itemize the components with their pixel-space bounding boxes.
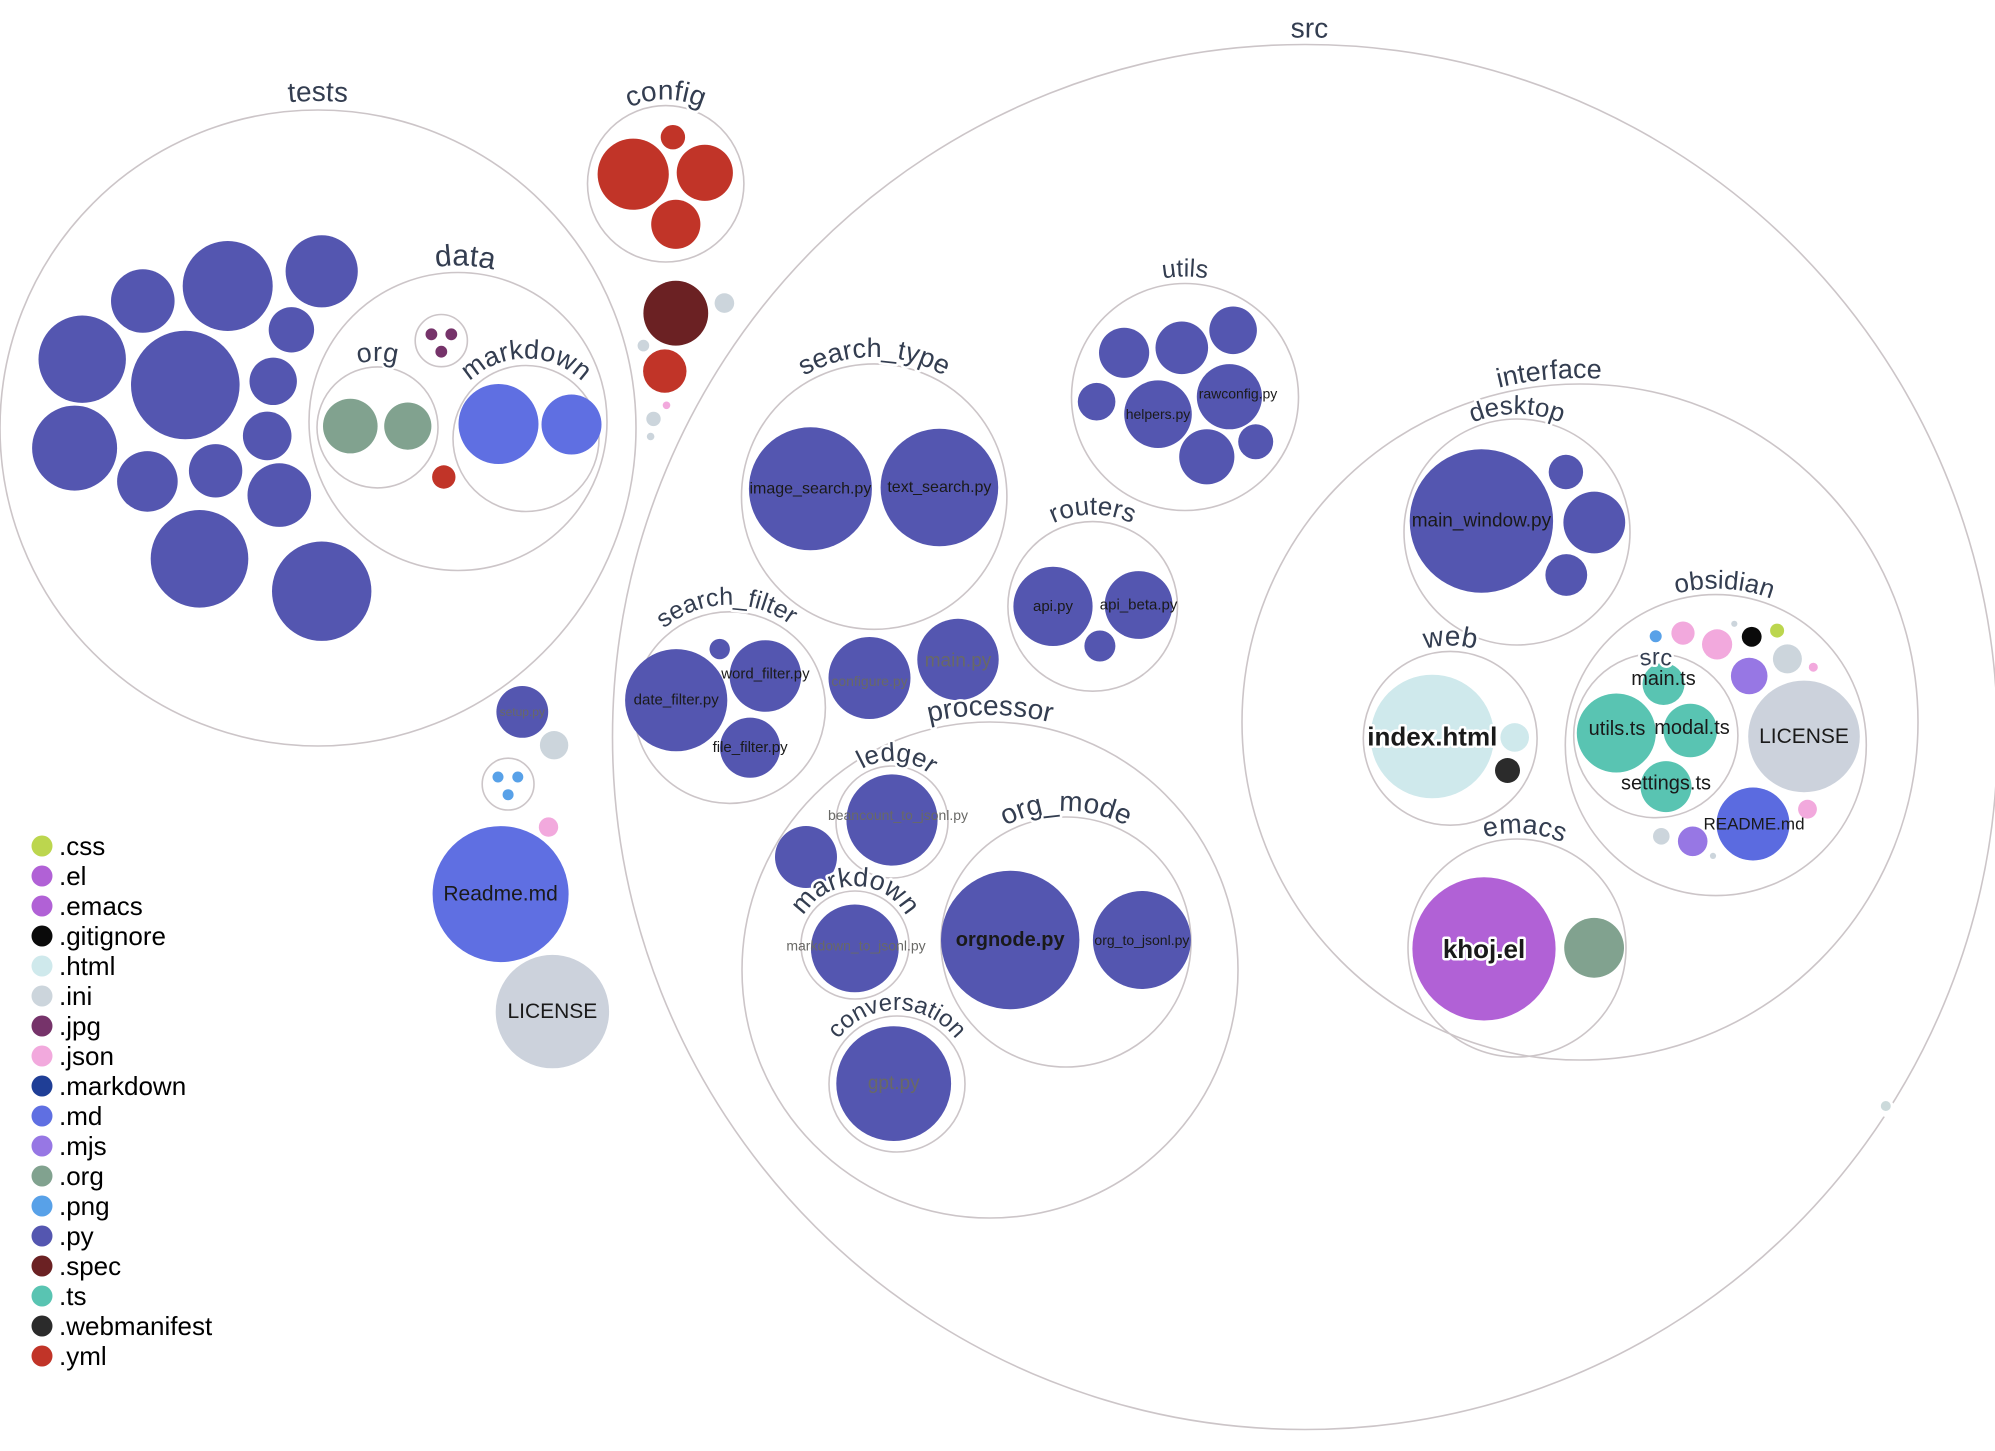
svg-text:.el: .el xyxy=(59,861,86,891)
svg-text:obsidian: obsidian xyxy=(1671,564,1779,604)
svg-text:.png: .png xyxy=(59,1191,110,1221)
svg-text:orgnode.py: orgnode.py xyxy=(956,929,1066,951)
svg-text:web: web xyxy=(1420,620,1481,654)
svg-text:beancount_to_jsonl.py: beancount_to_jsonl.py xyxy=(828,807,968,823)
svg-text:interface: interface xyxy=(1493,354,1602,394)
svg-text:text_search.py: text_search.py xyxy=(887,479,991,496)
svg-text:markdown_to_jsonl.py: markdown_to_jsonl.py xyxy=(786,938,925,954)
svg-text:image_search.py: image_search.py xyxy=(749,480,871,497)
svg-text:markdown: markdown xyxy=(455,334,598,386)
svg-text:.py: .py xyxy=(59,1221,94,1251)
svg-text:LICENSE: LICENSE xyxy=(507,1000,597,1023)
svg-text:tests: tests xyxy=(287,76,350,108)
svg-text:.css: .css xyxy=(59,831,105,861)
svg-text:main.ts: main.ts xyxy=(1631,668,1695,690)
svg-text:setup.py: setup.py xyxy=(500,705,545,719)
svg-text:main.py: main.py xyxy=(925,651,992,672)
svg-text:routers: routers xyxy=(1044,490,1140,528)
svg-text:configure.py: configure.py xyxy=(831,673,907,689)
svg-text:settings.ts: settings.ts xyxy=(1621,773,1711,795)
svg-text:utils: utils xyxy=(1160,254,1210,284)
svg-text:helpers.py: helpers.py xyxy=(1126,406,1191,422)
svg-text:ledger: ledger xyxy=(851,737,944,780)
svg-text:api_beta.py: api_beta.py xyxy=(1100,597,1178,614)
svg-text:.jpg: .jpg xyxy=(59,1011,101,1041)
svg-text:data: data xyxy=(433,239,498,276)
svg-text:api.py: api.py xyxy=(1033,598,1074,615)
svg-text:src: src xyxy=(1291,12,1329,43)
svg-text:gpt.py: gpt.py xyxy=(868,1073,920,1094)
svg-text:src: src xyxy=(1638,643,1674,670)
svg-text:.yml: .yml xyxy=(59,1341,107,1371)
svg-text:.org: .org xyxy=(59,1161,104,1191)
svg-text:config: config xyxy=(621,75,711,114)
svg-text:LICENSE: LICENSE xyxy=(1759,725,1849,748)
svg-text:Readme.md: Readme.md xyxy=(443,883,557,906)
svg-text:README.md: README.md xyxy=(1703,815,1804,834)
svg-text:.spec: .spec xyxy=(59,1251,121,1281)
svg-text:khoj.el: khoj.el xyxy=(1443,934,1525,964)
svg-text:date_filter.py: date_filter.py xyxy=(634,692,720,709)
svg-text:main_window.py: main_window.py xyxy=(1412,511,1552,532)
svg-text:org: org xyxy=(354,337,401,369)
svg-text:org_to_jsonl.py: org_to_jsonl.py xyxy=(1094,932,1189,948)
svg-text:.markdown: .markdown xyxy=(59,1071,186,1101)
svg-text:.ts: .ts xyxy=(59,1281,86,1311)
svg-text:.md: .md xyxy=(59,1101,102,1131)
svg-text:.json: .json xyxy=(59,1041,114,1071)
svg-text:search_type: search_type xyxy=(793,333,956,381)
svg-text:org_mode: org_mode xyxy=(995,786,1137,831)
svg-text:.webmanifest: .webmanifest xyxy=(59,1311,213,1341)
svg-text:index.html: index.html xyxy=(1367,722,1497,752)
svg-text:utils.ts: utils.ts xyxy=(1589,718,1646,740)
svg-text:.html: .html xyxy=(59,951,115,981)
svg-text:.mjs: .mjs xyxy=(59,1131,107,1161)
svg-text:desktop: desktop xyxy=(1465,390,1569,428)
svg-text:modal.ts: modal.ts xyxy=(1654,717,1730,739)
svg-text:rawconfig.py: rawconfig.py xyxy=(1199,386,1278,402)
svg-text:.ini: .ini xyxy=(59,981,92,1011)
svg-text:file_filter.py: file_filter.py xyxy=(713,739,789,756)
svg-text:word_filter.py: word_filter.py xyxy=(720,666,810,683)
svg-text:.gitignore: .gitignore xyxy=(59,921,166,951)
svg-text:.emacs: .emacs xyxy=(59,891,143,921)
